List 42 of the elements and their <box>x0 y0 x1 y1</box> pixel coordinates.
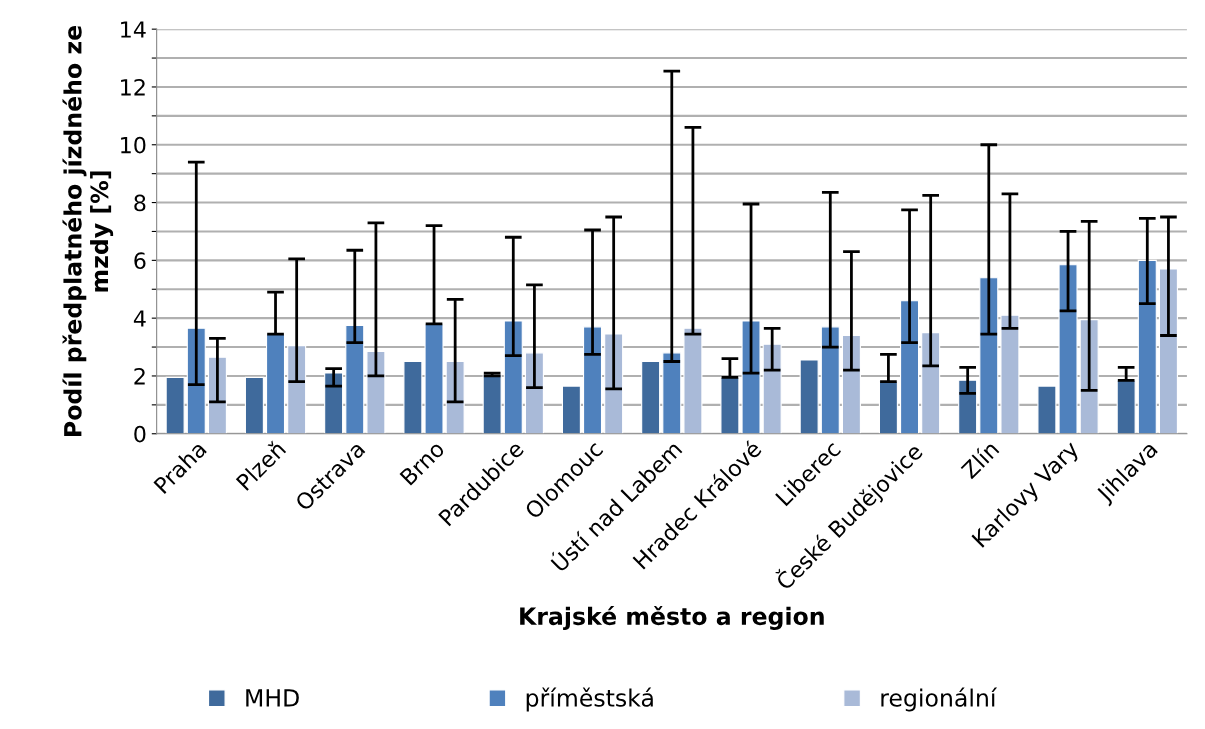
bar <box>503 320 523 434</box>
bar <box>878 381 898 434</box>
bar <box>1137 259 1157 434</box>
bar <box>1116 379 1136 434</box>
x-axis-title: Krajské město a region <box>520 605 824 630</box>
bar <box>604 333 624 434</box>
bar <box>265 333 286 434</box>
bar <box>345 324 365 434</box>
legend-label: regionální <box>881 687 998 712</box>
bar <box>900 300 920 434</box>
bar <box>979 277 999 434</box>
x-tick-label: Zlín <box>959 439 1000 480</box>
bar <box>762 343 782 434</box>
bar <box>482 373 502 434</box>
y-tick-label: 4 <box>133 310 146 327</box>
y-tick-label: 14 <box>121 21 146 38</box>
bar <box>1000 314 1020 434</box>
bar <box>1158 268 1178 434</box>
legend-label: MHD <box>246 689 299 707</box>
bar <box>165 376 185 434</box>
bar <box>582 326 603 434</box>
legend-label: příměstská <box>526 687 653 712</box>
y-tick-label: 12 <box>121 78 145 96</box>
bar <box>244 376 264 434</box>
bar <box>324 372 344 434</box>
bar <box>820 326 840 434</box>
y-tick-label: 0 <box>134 425 146 443</box>
bar <box>287 345 307 434</box>
bar <box>366 350 386 434</box>
bar <box>841 334 861 434</box>
bar <box>683 327 703 434</box>
bar <box>561 385 581 434</box>
bar <box>799 359 819 434</box>
y-axis-title: Podíl předplatného jízdného ze mzdy [%] <box>62 25 114 436</box>
bar <box>662 352 682 434</box>
y-tick-label: 8 <box>134 194 146 212</box>
bar <box>921 332 941 434</box>
y-tick-label: 10 <box>121 136 146 154</box>
y-tick-label: 2 <box>134 367 145 385</box>
y-tick-label: 6 <box>134 252 146 270</box>
bar <box>641 360 661 434</box>
bar <box>958 379 978 434</box>
